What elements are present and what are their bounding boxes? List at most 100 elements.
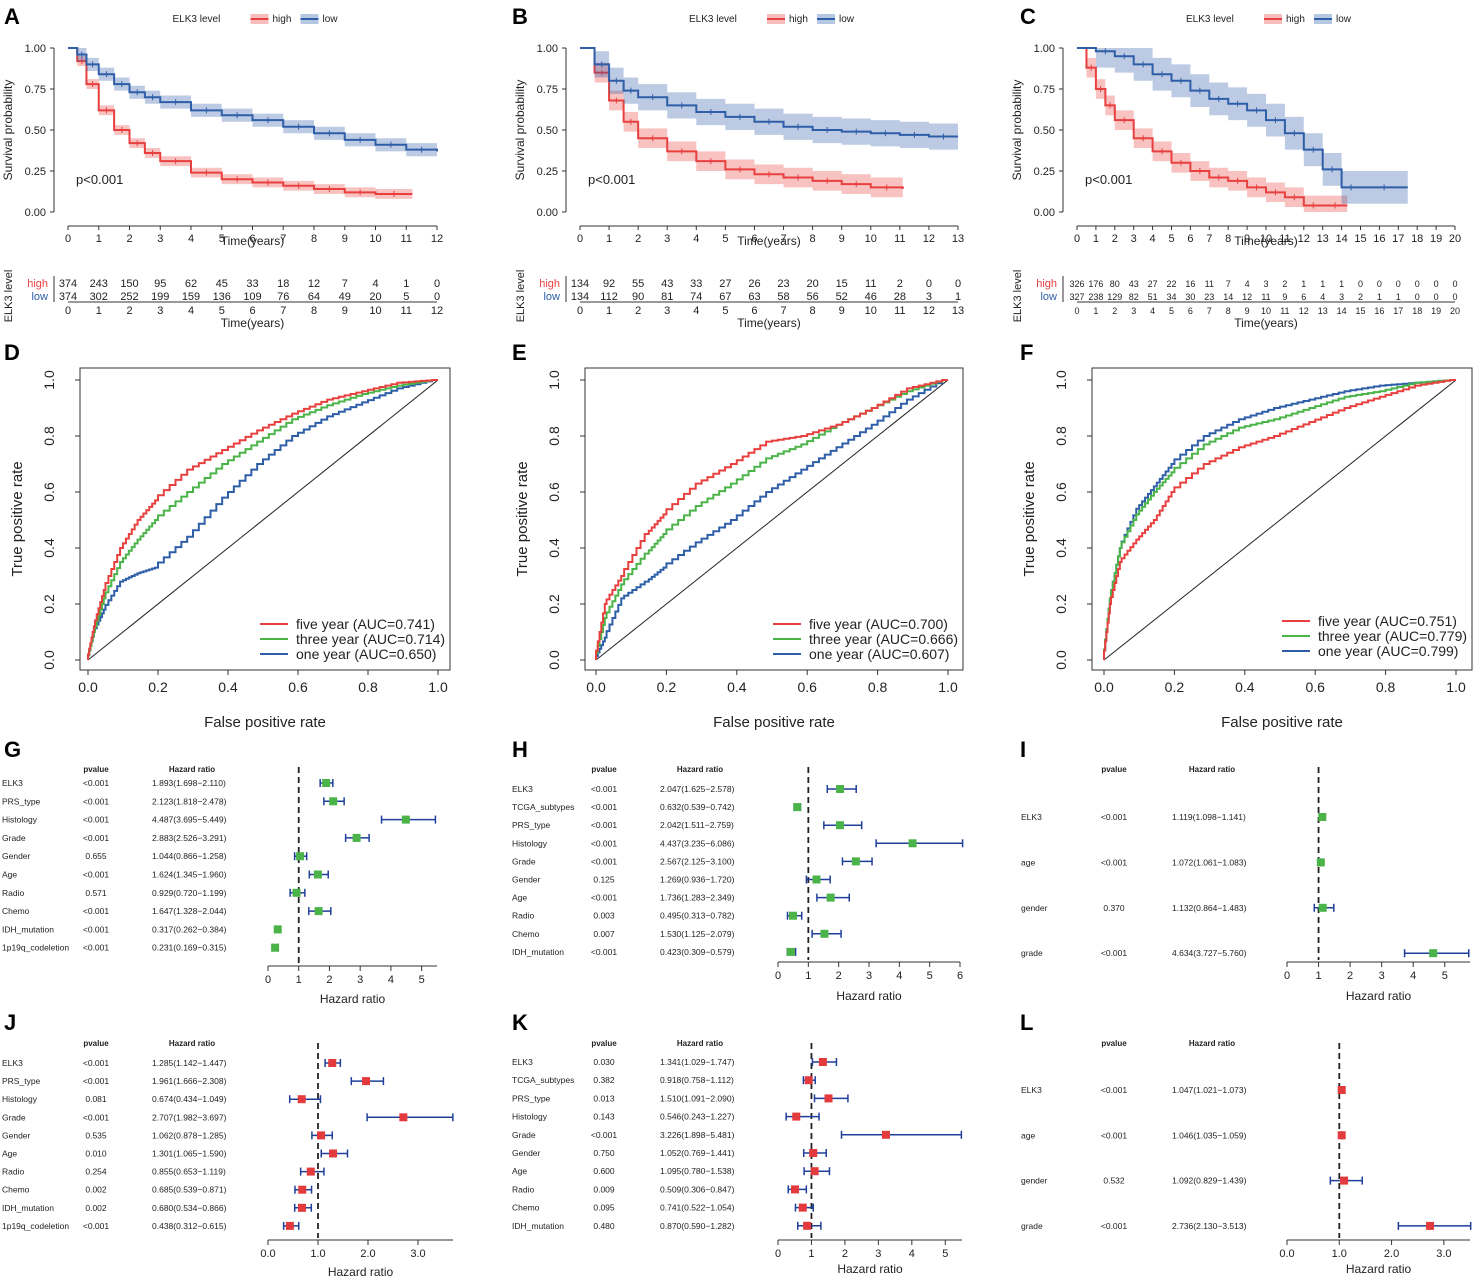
survival-curve-low <box>1077 47 1408 189</box>
x-tick-label: 2.0 <box>1384 1248 1399 1260</box>
risk-count: 1 <box>403 278 409 290</box>
hr-point <box>285 1221 294 1230</box>
risk-count: 28 <box>894 291 906 303</box>
row-pvalue: 0.143 <box>593 1112 615 1122</box>
y-tick-label: 0.75 <box>537 84 558 96</box>
row-variable: ELK3 <box>2 778 23 788</box>
risk-count: 238 <box>1088 292 1103 302</box>
x-tick-label: 8 <box>1225 233 1231 245</box>
risk-count: 159 <box>182 291 200 303</box>
hr-point <box>362 1077 371 1086</box>
row-variable: TCGA_subtypes <box>512 1075 574 1085</box>
x-tick-label: 3 <box>866 970 872 982</box>
column-header-pvalue: pvalue <box>83 765 109 774</box>
risk-count: 67 <box>719 291 731 303</box>
row-pvalue: <0.001 <box>83 1076 110 1086</box>
row-variable: Histology <box>512 1112 548 1122</box>
row-hazard-ratio: 1.132(0.864−1.483) <box>1172 903 1247 913</box>
x-tick-label: 2 <box>836 970 842 982</box>
y-tick-label: 0.00 <box>1034 207 1055 219</box>
row-hazard-ratio: 0.680(0.534−0.866) <box>152 1203 227 1213</box>
hr-point <box>798 1203 807 1212</box>
x-tick-label: 0.2 <box>1165 679 1185 695</box>
survival-curve-high <box>1077 47 1348 207</box>
row-pvalue: <0.001 <box>83 1058 110 1068</box>
risk-count: 46 <box>865 291 877 303</box>
row-variable: PRS_type <box>512 820 551 830</box>
row-variable: grade <box>1021 948 1043 958</box>
risk-count: 95 <box>154 278 166 290</box>
row-hazard-ratio: 4.487(3.695−5.449) <box>152 815 227 825</box>
x-tick-label: 5 <box>1442 970 1448 982</box>
risk-count: 4 <box>372 278 378 290</box>
row-variable: grade <box>1021 1221 1043 1231</box>
x-tick-label: 12 <box>923 233 935 245</box>
risk-count: 0 <box>955 278 961 290</box>
risk-count: 3 <box>926 291 932 303</box>
hr-point <box>271 943 280 952</box>
row-pvalue: 0.535 <box>85 1130 107 1140</box>
risk-count: 15 <box>836 278 848 290</box>
risk-count: 33 <box>690 278 702 290</box>
risk-count: 30 <box>1185 292 1195 302</box>
row-pvalue: <0.001 <box>83 906 110 916</box>
roc-curve <box>87 379 438 660</box>
row-pvalue: 0.750 <box>593 1148 615 1158</box>
x-tick-label: 15 <box>1354 233 1366 245</box>
x-tick-label: 1 <box>1315 970 1321 982</box>
row-pvalue: <0.001 <box>591 947 618 957</box>
risk-x-tick-label: 4 <box>693 305 699 317</box>
y-tick-label: 0.75 <box>1034 84 1055 96</box>
row-pvalue: <0.001 <box>1101 1130 1128 1140</box>
y-tick-label: 1.00 <box>537 43 558 55</box>
risk-x-tick-label: 1 <box>96 305 102 317</box>
row-variable: 1p19q_codeletion <box>2 1221 69 1231</box>
risk-count: 90 <box>632 291 644 303</box>
x-tick-label: 2.0 <box>360 1248 375 1260</box>
hr-point <box>803 1221 812 1230</box>
risk-count: 176 <box>1088 279 1103 289</box>
risk-count: 45 <box>216 278 228 290</box>
risk-count: 34 <box>1166 292 1176 302</box>
x-tick-label: 0.4 <box>727 679 747 695</box>
row-hazard-ratio: 1.624(1.345−1.960) <box>152 870 227 880</box>
x-axis-label: Time(years) <box>221 234 285 248</box>
x-tick-label: 5 <box>927 970 933 982</box>
y-tick-label: 0.6 <box>546 482 562 502</box>
row-pvalue: <0.001 <box>591 856 618 866</box>
y-tick-label: 0.00 <box>25 207 46 219</box>
x-tick-label: 0.4 <box>218 679 238 695</box>
legend-label: five year (AUC=0.741) <box>296 616 435 632</box>
row-pvalue: 0.002 <box>85 1185 107 1195</box>
roc-curve <box>1103 379 1456 660</box>
diagonal-reference <box>595 379 949 661</box>
row-variable: ELK3 <box>2 1058 23 1068</box>
risk-count: 6 <box>1301 292 1306 302</box>
row-pvalue: <0.001 <box>1101 812 1128 822</box>
risk-count: 327 <box>1069 292 1084 302</box>
row-hazard-ratio: 0.741(0.522−1.054) <box>660 1203 735 1213</box>
risk-count: 52 <box>836 291 848 303</box>
x-tick-label: 6 <box>957 970 963 982</box>
row-hazard-ratio: 0.231(0.169−0.315) <box>152 943 227 953</box>
risk-count: 302 <box>90 291 108 303</box>
risk-count: 5 <box>403 291 409 303</box>
row-variable: Radio <box>512 1184 534 1194</box>
column-header-pvalue: pvalue <box>1101 765 1127 774</box>
x-tick-label: 3.0 <box>1436 1248 1451 1260</box>
row-variable: Radio <box>512 911 534 921</box>
hr-point <box>820 929 829 938</box>
y-tick-label: 1.0 <box>1053 370 1069 390</box>
y-tick-label: 0.2 <box>1053 594 1069 614</box>
risk-count: 0 <box>1415 279 1420 289</box>
row-pvalue: <0.001 <box>591 820 618 830</box>
risk-x-tick-label: 3 <box>664 305 670 317</box>
x-tick-label: 17 <box>1392 233 1404 245</box>
risk-count: 129 <box>1107 292 1122 302</box>
hr-point <box>297 1095 306 1104</box>
risk-count: 2 <box>1282 279 1287 289</box>
